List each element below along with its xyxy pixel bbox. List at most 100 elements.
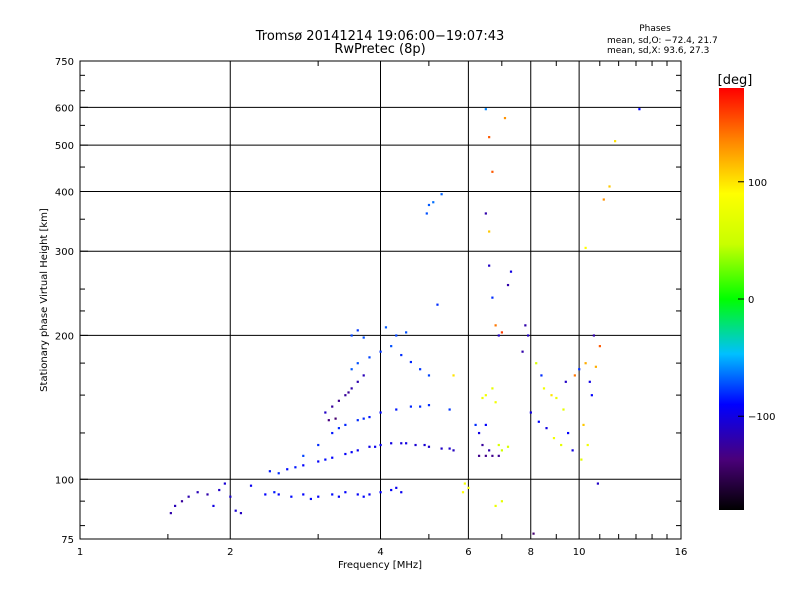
data-point <box>638 108 641 111</box>
data-point <box>500 331 504 334</box>
data-point <box>529 411 532 414</box>
data-point <box>524 324 527 327</box>
data-point <box>196 491 199 494</box>
data-point <box>598 345 601 348</box>
data-point <box>506 283 510 287</box>
data-point <box>327 419 330 422</box>
y-tick-label: 200 <box>55 331 74 342</box>
data-point <box>273 491 276 494</box>
data-point <box>317 495 320 498</box>
data-point <box>584 362 587 365</box>
data-point <box>573 374 576 377</box>
data-point <box>488 264 491 267</box>
data-point <box>180 500 184 503</box>
data-point <box>405 331 408 334</box>
data-point <box>223 482 226 485</box>
x-tick-label: 8 <box>528 547 534 558</box>
x-tick-label: 1 <box>77 547 83 558</box>
data-point <box>331 493 334 496</box>
data-point <box>302 493 305 496</box>
data-point <box>488 136 491 139</box>
data-point <box>419 405 422 408</box>
data-point <box>400 491 403 494</box>
data-point <box>290 495 293 498</box>
data-point <box>564 380 567 383</box>
data-point <box>368 445 371 448</box>
data-point <box>527 334 530 337</box>
data-point <box>586 443 589 447</box>
data-point <box>592 334 595 337</box>
data-point <box>452 449 455 452</box>
data-point <box>484 423 487 427</box>
data-point <box>602 198 605 201</box>
data-point <box>542 387 546 390</box>
colorbar-tick-label: 100 <box>748 178 767 189</box>
data-point <box>356 329 359 332</box>
x-tick-label: 16 <box>675 547 688 558</box>
data-point <box>588 380 591 383</box>
data-point <box>229 495 232 498</box>
data-point <box>425 212 428 215</box>
data-point <box>350 368 353 371</box>
data-point <box>379 350 382 353</box>
data-point <box>379 491 382 494</box>
data-point <box>613 140 617 143</box>
data-point <box>409 405 412 408</box>
data-points <box>169 108 641 535</box>
data-point <box>440 193 443 196</box>
x-axis-ticks: 1 2 4 6 8 10 16 <box>77 61 688 558</box>
data-point <box>594 365 598 368</box>
data-point <box>302 464 305 467</box>
data-point <box>374 445 377 448</box>
data-point <box>356 493 359 496</box>
data-point <box>596 482 599 485</box>
data-point <box>331 431 334 435</box>
data-point <box>302 454 305 457</box>
data-point <box>356 449 359 452</box>
data-point <box>350 387 353 390</box>
data-point <box>206 493 209 496</box>
y-axis-ticks: 75 100 200 300 400 500 600 750 <box>55 57 681 546</box>
y-tick-label: 100 <box>55 475 74 486</box>
data-point <box>337 399 341 402</box>
data-point <box>337 427 341 430</box>
data-point <box>400 353 403 357</box>
data-point <box>552 436 556 440</box>
data-point <box>461 491 465 494</box>
data-point <box>218 488 221 492</box>
data-point <box>362 495 365 498</box>
data-point <box>331 405 334 408</box>
data-point <box>535 362 538 365</box>
data-point <box>324 411 327 414</box>
data-point <box>432 201 435 204</box>
data-point <box>239 512 243 515</box>
data-point <box>484 454 487 457</box>
data-point <box>414 443 417 447</box>
data-point <box>362 336 365 339</box>
data-point <box>344 394 347 397</box>
data-point <box>448 447 451 450</box>
data-point <box>484 212 487 215</box>
y-tick-label: 75 <box>61 535 74 546</box>
data-point <box>477 454 481 457</box>
data-point <box>491 454 494 457</box>
data-point <box>368 415 371 419</box>
data-point <box>503 116 507 120</box>
data-point <box>608 185 611 188</box>
data-point <box>497 443 500 447</box>
data-point <box>368 493 371 496</box>
data-point <box>334 417 337 420</box>
data-point <box>500 449 504 452</box>
data-point <box>234 509 237 512</box>
data-point <box>337 495 341 498</box>
data-point <box>350 334 353 337</box>
data-point <box>324 458 327 461</box>
data-point <box>491 170 494 173</box>
data-point <box>309 497 312 501</box>
data-point <box>249 484 253 487</box>
x-tick-label: 2 <box>227 547 233 558</box>
data-point <box>277 493 280 496</box>
data-point <box>331 456 334 459</box>
data-point <box>405 442 408 445</box>
data-point <box>395 486 398 489</box>
